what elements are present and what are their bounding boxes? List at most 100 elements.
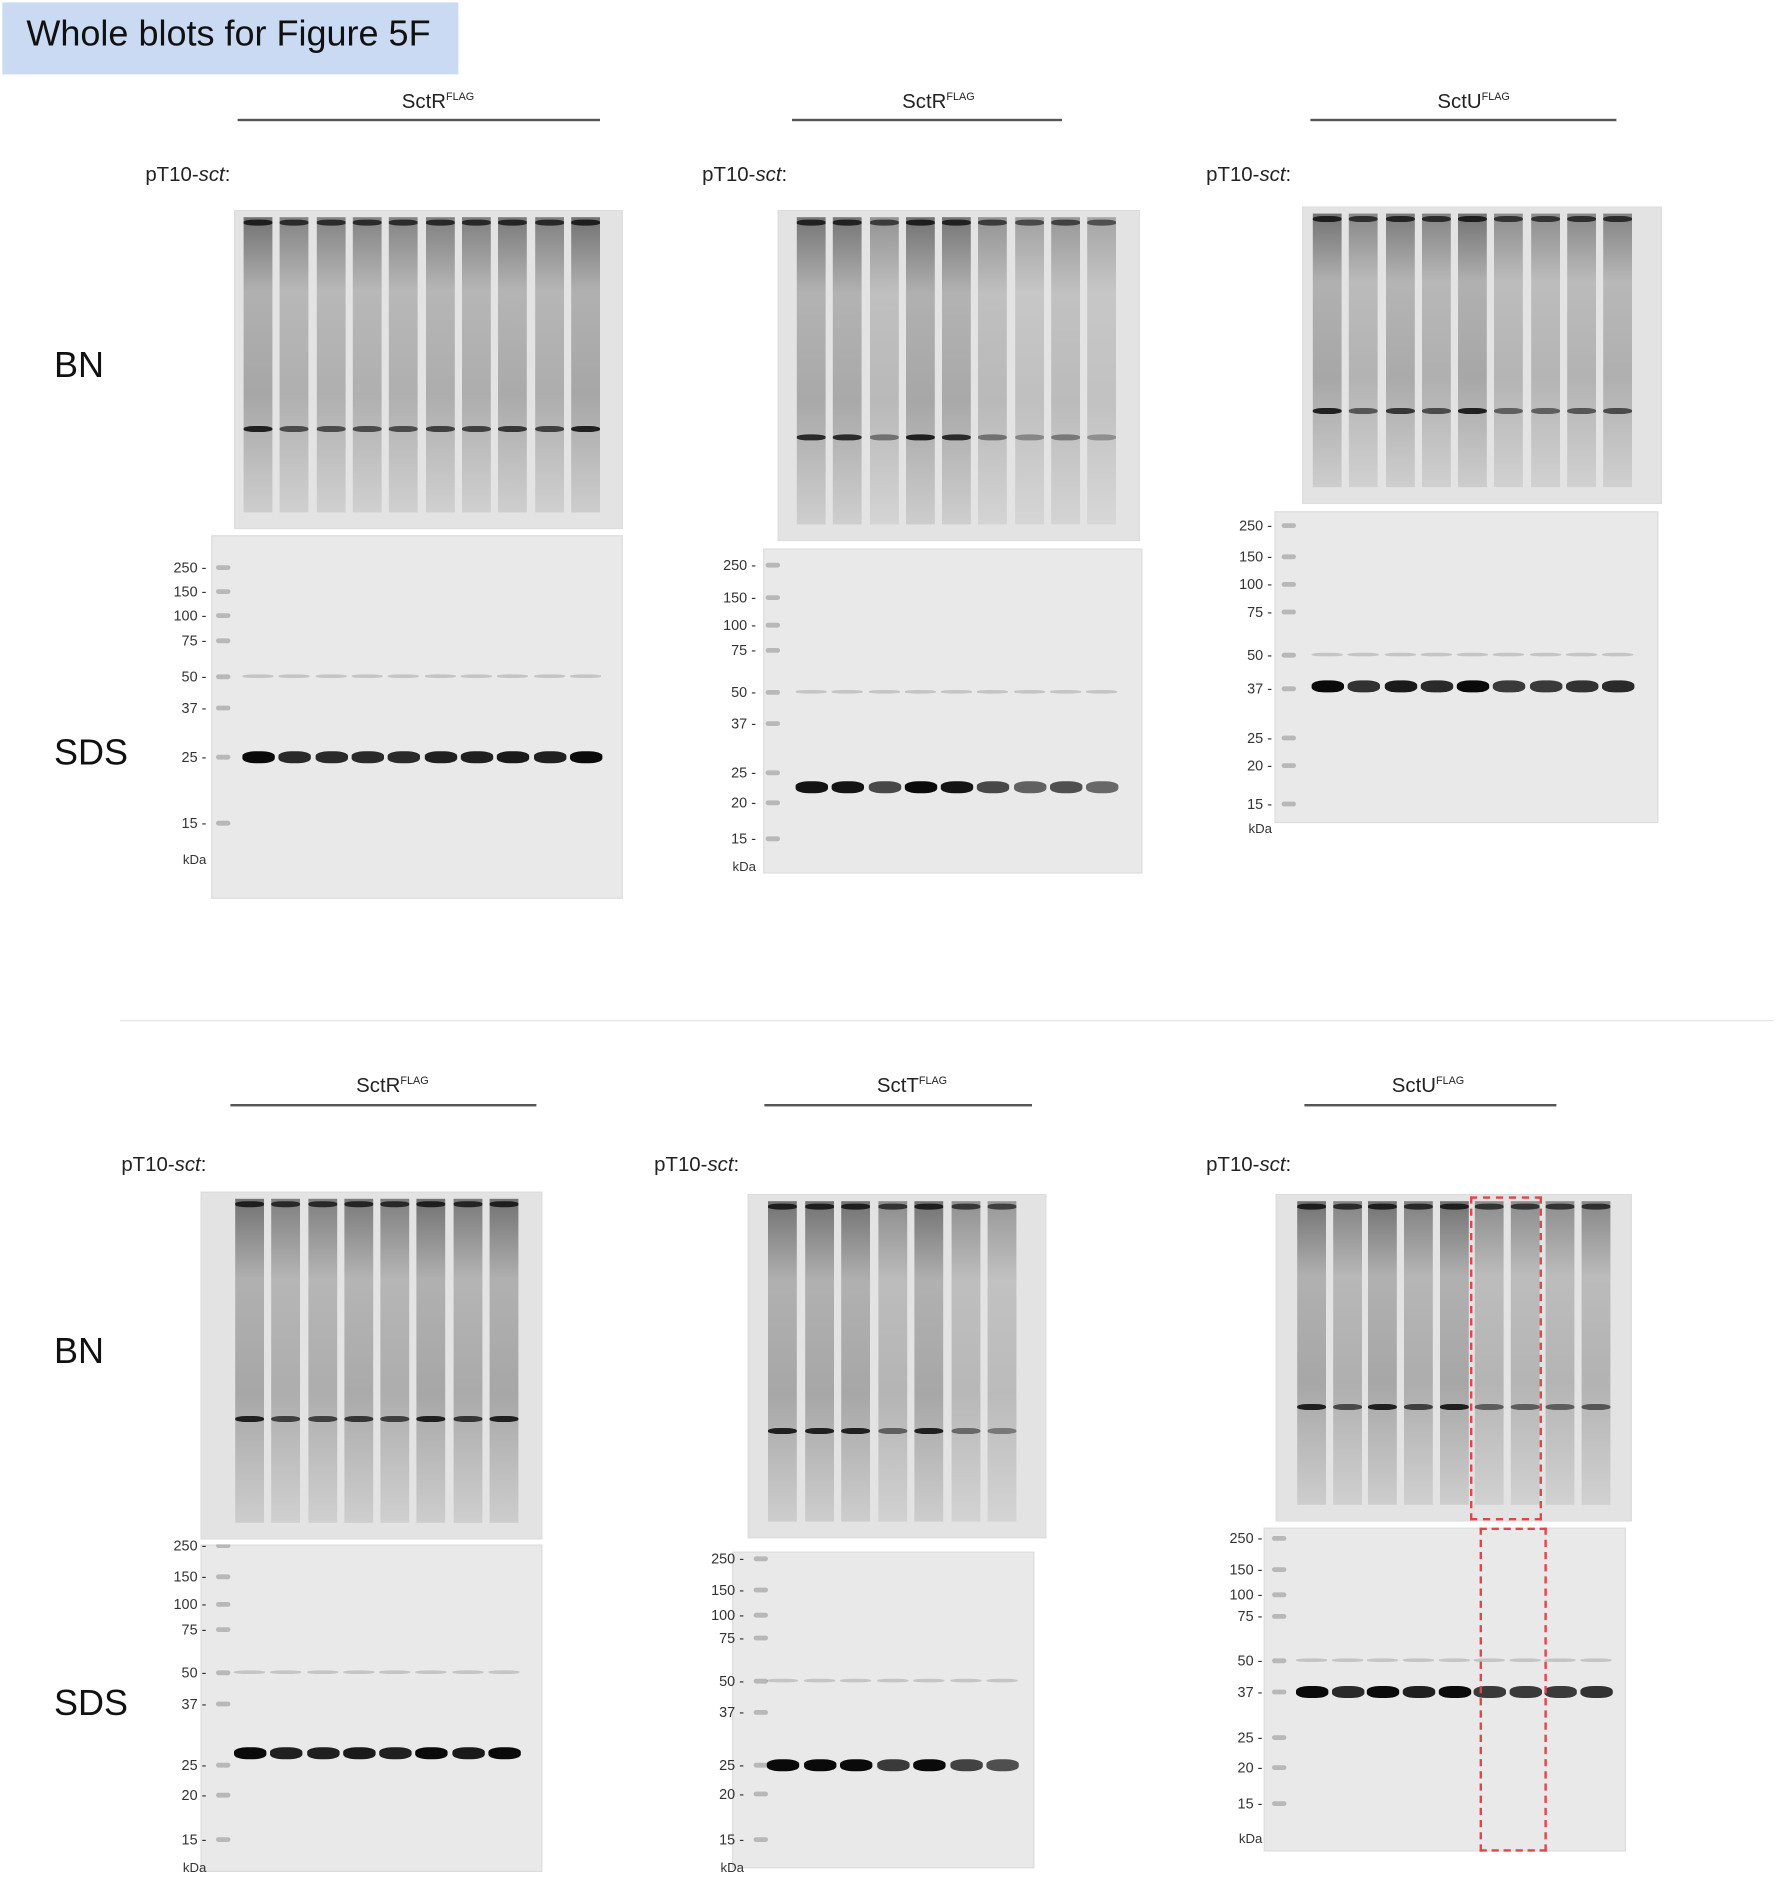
bn-band-top xyxy=(389,219,418,226)
ladder-band xyxy=(753,1556,768,1562)
sds-minor-band xyxy=(306,1670,338,1675)
ladder-tick: - xyxy=(1253,1561,1263,1579)
bn-band-complex xyxy=(869,434,899,441)
bn-band-complex xyxy=(1385,408,1415,415)
row-label-bn-bottom: BN xyxy=(54,1332,105,1372)
ladder-value: 75 xyxy=(719,1629,736,1647)
header-protein: SctR xyxy=(401,90,446,113)
prefix-colon: : xyxy=(200,1153,207,1176)
sds-minor-band xyxy=(1311,652,1343,657)
ladder-label: 20 - xyxy=(731,794,756,811)
ladder-value: 15 xyxy=(1247,795,1264,813)
bn-band-complex xyxy=(914,1428,944,1434)
sds-minor-band xyxy=(351,674,383,678)
ladder-value: 100 xyxy=(1239,576,1264,593)
ladder-band xyxy=(1281,554,1296,560)
ladder-value: 20 xyxy=(731,794,748,812)
header-tag: FLAG xyxy=(1435,1074,1465,1087)
sds-main-band xyxy=(868,781,901,794)
bn-band-top xyxy=(1474,1203,1504,1210)
ladder-label: 50 - xyxy=(182,668,207,685)
bn-band-top xyxy=(877,1203,907,1210)
bn-band-complex xyxy=(804,1428,834,1434)
bn-lane xyxy=(877,1201,907,1522)
bn-lane xyxy=(344,1198,374,1523)
ladder-band xyxy=(1272,1536,1287,1541)
bn-band-top xyxy=(841,1203,871,1210)
ladder-band xyxy=(1281,652,1296,658)
sds-minor-band xyxy=(1347,652,1380,657)
bn-band-top xyxy=(344,1201,374,1208)
ladder-label: 20 - xyxy=(1238,1759,1263,1776)
bn-blot-image xyxy=(234,210,623,530)
bn-band-complex xyxy=(1050,434,1080,441)
ladder-label: 150 - xyxy=(174,1568,207,1585)
sds-minor-band xyxy=(533,674,565,678)
header-tag: FLAG xyxy=(445,90,475,103)
sds-minor-band xyxy=(986,1678,1018,1683)
ladder-tick: - xyxy=(1253,1683,1263,1701)
plasmid-prefix: pT10-sct: xyxy=(702,163,787,187)
kda-unit-label: kDa xyxy=(182,853,207,868)
ladder-label: 20 - xyxy=(1247,757,1272,774)
prefix-italic: sct xyxy=(198,163,225,186)
ladder-band xyxy=(216,613,231,618)
bn-band-complex xyxy=(453,1416,483,1422)
sds-minor-band xyxy=(913,1678,945,1683)
ladder-band xyxy=(216,1792,231,1798)
ladder-band xyxy=(1272,1801,1287,1807)
bn-band-complex xyxy=(1014,434,1044,441)
sds-minor-band xyxy=(876,1678,908,1683)
sds-main-band xyxy=(452,1747,485,1760)
ladder-label: 100 - xyxy=(1230,1586,1263,1603)
prefix-italic: sct xyxy=(174,1153,201,1176)
bn-band-top xyxy=(352,219,382,226)
sds-minor-band xyxy=(766,1678,799,1683)
sds-main-band xyxy=(1086,781,1119,794)
ladder-tick: - xyxy=(197,1568,207,1586)
ladder-label: 150 - xyxy=(174,583,207,600)
plasmid-prefix: pT10-sct: xyxy=(1206,1153,1291,1177)
ladder-value: 250 xyxy=(723,556,748,574)
bn-band-complex xyxy=(1474,1404,1504,1410)
ladder-value: 50 xyxy=(1237,1652,1254,1670)
ladder-value: 250 xyxy=(1239,517,1264,534)
prefix-colon: : xyxy=(1285,163,1292,186)
bn-band-top xyxy=(833,219,862,226)
ladder-band xyxy=(1272,1567,1287,1573)
sds-main-band xyxy=(913,1759,946,1772)
sds-main-band xyxy=(1013,781,1046,794)
header-tag: FLAG xyxy=(400,1074,429,1087)
ladder-label: 15 - xyxy=(182,1831,207,1848)
bn-lane xyxy=(1581,1201,1611,1505)
ladder-label: 50 - xyxy=(731,684,756,701)
ladder-tick: - xyxy=(1263,757,1272,775)
title-banner xyxy=(2,2,459,75)
ladder-band xyxy=(216,1574,231,1580)
sds-blot-image xyxy=(211,535,623,899)
sds-main-band xyxy=(306,1747,340,1760)
bn-band-complex xyxy=(1403,1404,1433,1410)
sds-main-band xyxy=(1438,1686,1471,1699)
ladder-label: 75 - xyxy=(182,632,207,649)
ladder-value: 15 xyxy=(1237,1795,1254,1813)
ladder-tick: - xyxy=(197,583,207,600)
sds-main-band xyxy=(460,751,494,764)
sds-main-band xyxy=(343,1747,376,1760)
bn-band-top xyxy=(1349,216,1378,223)
bn-lane xyxy=(316,217,346,513)
sds-minor-band xyxy=(1438,1658,1470,1663)
header-protein: SctU xyxy=(1437,90,1482,113)
ladder-value: 75 xyxy=(1247,603,1264,621)
ladder-value: 100 xyxy=(1229,1586,1254,1604)
header-protein: SctT xyxy=(876,1074,919,1097)
bn-band-complex xyxy=(1603,408,1633,415)
sds-minor-band xyxy=(1402,1658,1434,1663)
ladder-tick: - xyxy=(747,794,756,812)
prefix-text: pT10- xyxy=(654,1153,708,1176)
ladder-tick: - xyxy=(197,1695,207,1713)
ladder-tick: - xyxy=(197,1537,207,1555)
ladder-value: 37 xyxy=(719,1704,736,1721)
ladder-tick: - xyxy=(1263,729,1272,747)
sds-main-band xyxy=(1296,1686,1329,1699)
